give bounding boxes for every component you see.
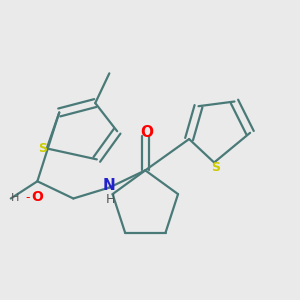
Text: O: O bbox=[140, 125, 153, 140]
Text: H: H bbox=[11, 194, 20, 203]
Text: H: H bbox=[105, 193, 115, 206]
Text: S: S bbox=[211, 161, 220, 174]
Text: -: - bbox=[26, 191, 30, 204]
Text: N: N bbox=[103, 178, 116, 193]
Text: O: O bbox=[32, 190, 43, 204]
Text: S: S bbox=[38, 142, 47, 155]
